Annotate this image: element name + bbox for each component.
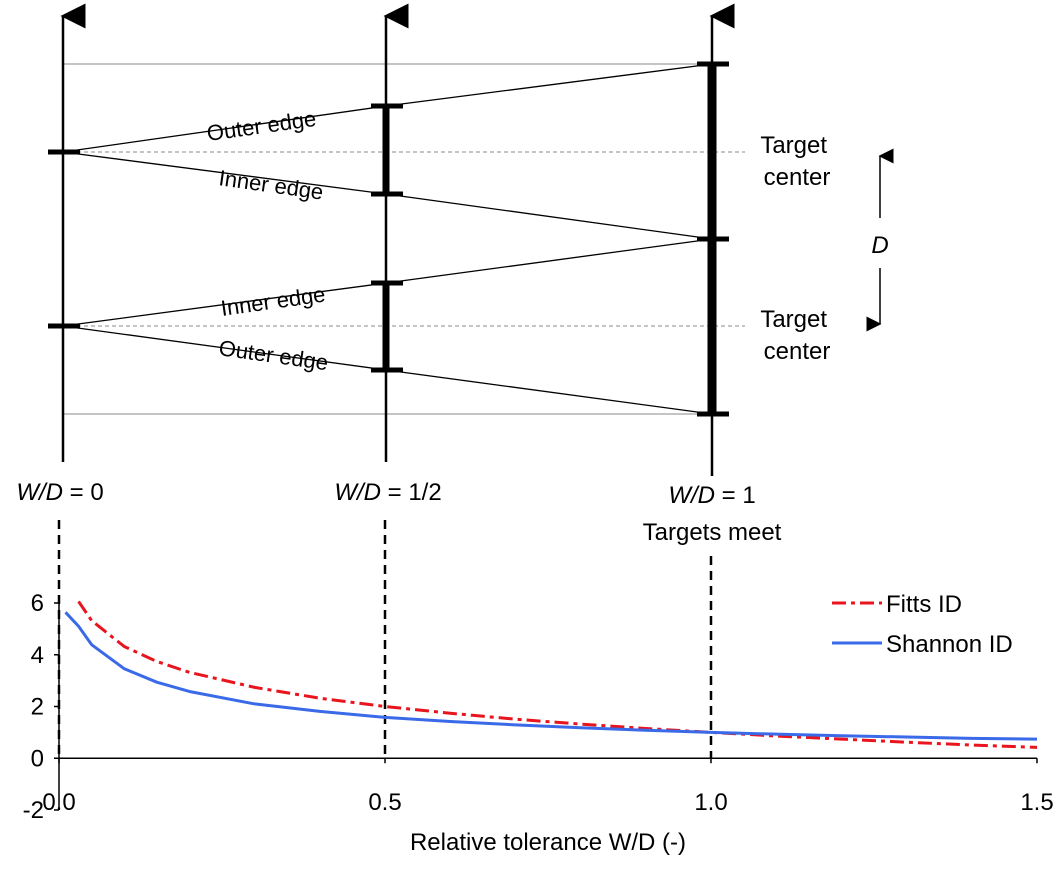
wd-label-1: W/D = 1: [668, 482, 755, 509]
outer-edge-label-bottom: Outer edge: [217, 335, 329, 375]
reference-lines: [57, 520, 713, 759]
id-chart: -2 0 2 4 6 0.0 0.5 1.0 1.5 Relative tolerance W/…: [23, 520, 1054, 856]
center-word: center: [764, 164, 831, 191]
wd-value: = 1/2: [381, 479, 442, 506]
x-tick-label: 0.0: [42, 789, 75, 816]
target-word: Target: [760, 132, 827, 159]
inner-edge-line-top: [62, 151, 387, 195]
target-center-label-bottom: Target center: [760, 306, 833, 365]
chart-axes: [54, 602, 1038, 811]
outer-edge-line-top-2: [385, 63, 713, 107]
wd-symbol: W/D: [334, 479, 381, 506]
series-line-shannon-id: [64, 611, 1038, 741]
x-tick-label: 0.5: [368, 789, 401, 816]
outer-edge-label-top: Outer edge: [205, 106, 317, 146]
wd-label-0: W/D = 0: [16, 479, 103, 506]
y-tick-label: 2: [31, 694, 44, 721]
legend: Fitts ID Shannon ID: [832, 591, 1013, 658]
wd-value: = 0: [63, 479, 104, 506]
x-tick-label: 1.5: [1020, 789, 1053, 816]
tick-labels: -2 0 2 4 6 0.0 0.5 1.0 1.5: [23, 590, 1054, 824]
legend-label: Fitts ID: [886, 591, 962, 618]
inner-edge-label-top: Inner edge: [217, 165, 325, 204]
target-word: Target: [760, 306, 827, 333]
tolerance-diagram: Outer edge Inner edge Inner edge Outer e…: [16, 3, 894, 546]
inner-edge-line-bottom-2: [385, 238, 713, 284]
y-tick-label: -2: [23, 797, 44, 824]
inner-edge-label-bottom: Inner edge: [219, 282, 327, 321]
inner-edge-line-top-2: [385, 193, 713, 240]
distance-label: D: [871, 232, 888, 259]
y-tick-label: 6: [31, 590, 44, 617]
y-tick-label: 4: [31, 642, 44, 669]
y-tick-label: 0: [31, 745, 44, 772]
series-line-fitts-id: [77, 600, 1038, 749]
outer-edge-line-bottom-2: [385, 369, 713, 415]
targets-meet-label: Targets meet: [643, 519, 782, 546]
x-tick-label: 1.0: [694, 789, 727, 816]
wd-symbol: W/D: [668, 482, 715, 509]
outer-edge-line-bottom: [62, 325, 387, 371]
x-axis-label: Relative tolerance W/D (-): [410, 829, 686, 856]
legend-label: Shannon ID: [886, 631, 1013, 658]
wd-symbol: W/D: [16, 479, 63, 506]
center-word: center: [764, 338, 831, 365]
series-lines: [64, 600, 1038, 749]
wd-value: = 1: [715, 482, 756, 509]
wd-label-half: W/D = 1/2: [334, 479, 441, 506]
inner-edge-line-bottom: [62, 282, 387, 327]
outer-edge-line-top: [62, 105, 387, 153]
target-center-label-top: Target center: [760, 132, 833, 191]
edge-ticks: [48, 61, 729, 417]
